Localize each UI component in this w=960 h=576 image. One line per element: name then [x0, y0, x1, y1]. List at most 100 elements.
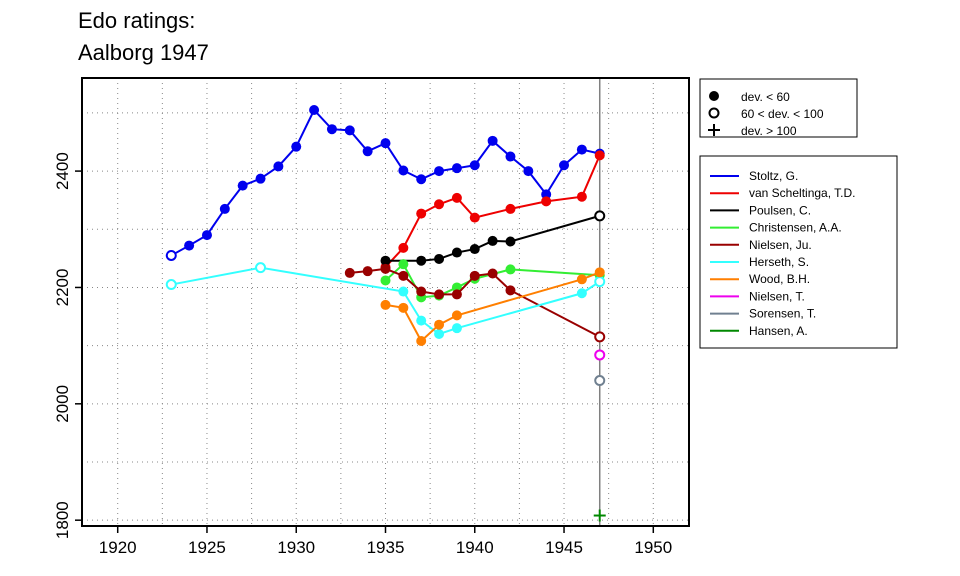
data-point: [451, 282, 462, 293]
data-point: [576, 274, 587, 285]
legend-marker-symbol: [709, 91, 719, 101]
data-point: [594, 375, 606, 387]
data-point: [416, 315, 427, 326]
y-tick-label: 2000: [53, 385, 72, 423]
series-line: [384, 262, 600, 299]
data-point: [398, 270, 409, 281]
data-point: [398, 286, 409, 297]
series-line: [384, 154, 601, 268]
data-point: [469, 212, 480, 223]
series-sorensen-t: [594, 375, 606, 387]
data-point: [576, 144, 587, 155]
data-point: [398, 165, 409, 176]
data-point: [505, 264, 516, 275]
series-wood-b-h: [380, 267, 605, 346]
x-tick-label: 1950: [634, 538, 672, 557]
data-point: [505, 203, 516, 214]
series-nielsen-ju: [344, 263, 606, 343]
series-van-scheltinga-t-d: [380, 150, 605, 273]
series-layer: [165, 105, 606, 522]
legend-marker-label: dev. < 60: [741, 90, 790, 104]
data-point: [451, 323, 462, 334]
data-point: [165, 249, 177, 261]
data-point: [451, 192, 462, 203]
data-point: [416, 208, 427, 219]
data-point: [451, 310, 462, 321]
y-tick-label: 2400: [53, 152, 72, 190]
legend-series-label: Nielsen, Ju.: [749, 238, 812, 252]
data-point: [416, 335, 427, 346]
data-point: [487, 235, 498, 246]
data-point: [380, 255, 391, 266]
data-point: [398, 259, 409, 270]
legend-marker-label: 60 < dev. < 100: [741, 107, 824, 121]
series-nielsen-t: [594, 349, 606, 361]
data-point: [451, 163, 462, 174]
x-tick-label: 1930: [277, 538, 315, 557]
data-point: [576, 288, 587, 299]
axes: 1920 1925 1930 1935 1940 1945 1950 1800 2000 2200…: [53, 152, 672, 557]
data-point: [594, 349, 606, 361]
data-point: [255, 173, 266, 184]
data-point: [273, 161, 284, 172]
series-legend-box: [699, 155, 898, 349]
data-point: [362, 146, 373, 157]
data-point: [469, 270, 480, 281]
legend-marker-symbol: [708, 107, 720, 119]
chart-title-line-2: Aalborg 1947: [78, 40, 209, 65]
legend-series-label: Hansen, A.: [749, 324, 808, 338]
legend-series-label: Sorensen, T.: [749, 307, 816, 321]
data-point: [593, 509, 606, 522]
data-point: [344, 267, 355, 278]
series-stoltz-g: [165, 105, 605, 261]
data-point: [201, 230, 212, 241]
marker-legend: dev. < 60 60 < dev. < 100 dev. > 100: [699, 78, 858, 138]
data-point: [344, 125, 355, 136]
legend-marker-label: dev. > 100: [741, 124, 797, 138]
data-point: [487, 268, 498, 279]
data-point: [594, 150, 605, 161]
data-point: [576, 191, 587, 202]
data-point: [594, 331, 606, 343]
series-legend: Stoltz, G. van Scheltinga, T.D. Poulsen, C…: [699, 155, 898, 349]
data-point: [291, 141, 302, 152]
series-line: [171, 266, 601, 336]
data-point: [398, 242, 409, 253]
data-point: [451, 247, 462, 258]
data-point: [398, 302, 409, 313]
data-point: [434, 329, 445, 339]
x-tick-label: 1925: [188, 538, 226, 557]
data-point: [184, 240, 195, 251]
data-point: [434, 253, 445, 264]
data-point: [559, 160, 570, 171]
data-point: [434, 199, 445, 210]
data-point: [326, 124, 337, 135]
legend-marker-symbol: [708, 124, 720, 136]
x-tick-label: 1940: [456, 538, 494, 557]
legend-series-label: Christensen, A.A.: [749, 221, 842, 235]
data-point: [380, 263, 391, 274]
data-point: [434, 166, 445, 177]
x-tick-label: 1945: [545, 538, 583, 557]
data-point: [523, 166, 534, 177]
data-point: [434, 319, 445, 330]
data-point: [594, 210, 606, 222]
data-point: [594, 276, 606, 288]
data-point: [416, 286, 427, 297]
data-point: [541, 189, 552, 200]
legend-series-label: Stoltz, G.: [749, 169, 798, 183]
data-point: [434, 289, 445, 300]
data-point: [237, 180, 248, 191]
data-point: [165, 279, 177, 291]
series-hansen-a: [593, 509, 606, 522]
data-point: [505, 285, 516, 296]
legend-series-label: Nielsen, T.: [749, 289, 805, 303]
data-point: [219, 203, 230, 214]
data-point: [255, 262, 267, 274]
legend-series-label: Herseth, S.: [749, 255, 809, 269]
data-point: [505, 151, 516, 162]
data-point: [380, 299, 391, 310]
data-point: [541, 196, 552, 207]
data-point: [362, 266, 373, 277]
